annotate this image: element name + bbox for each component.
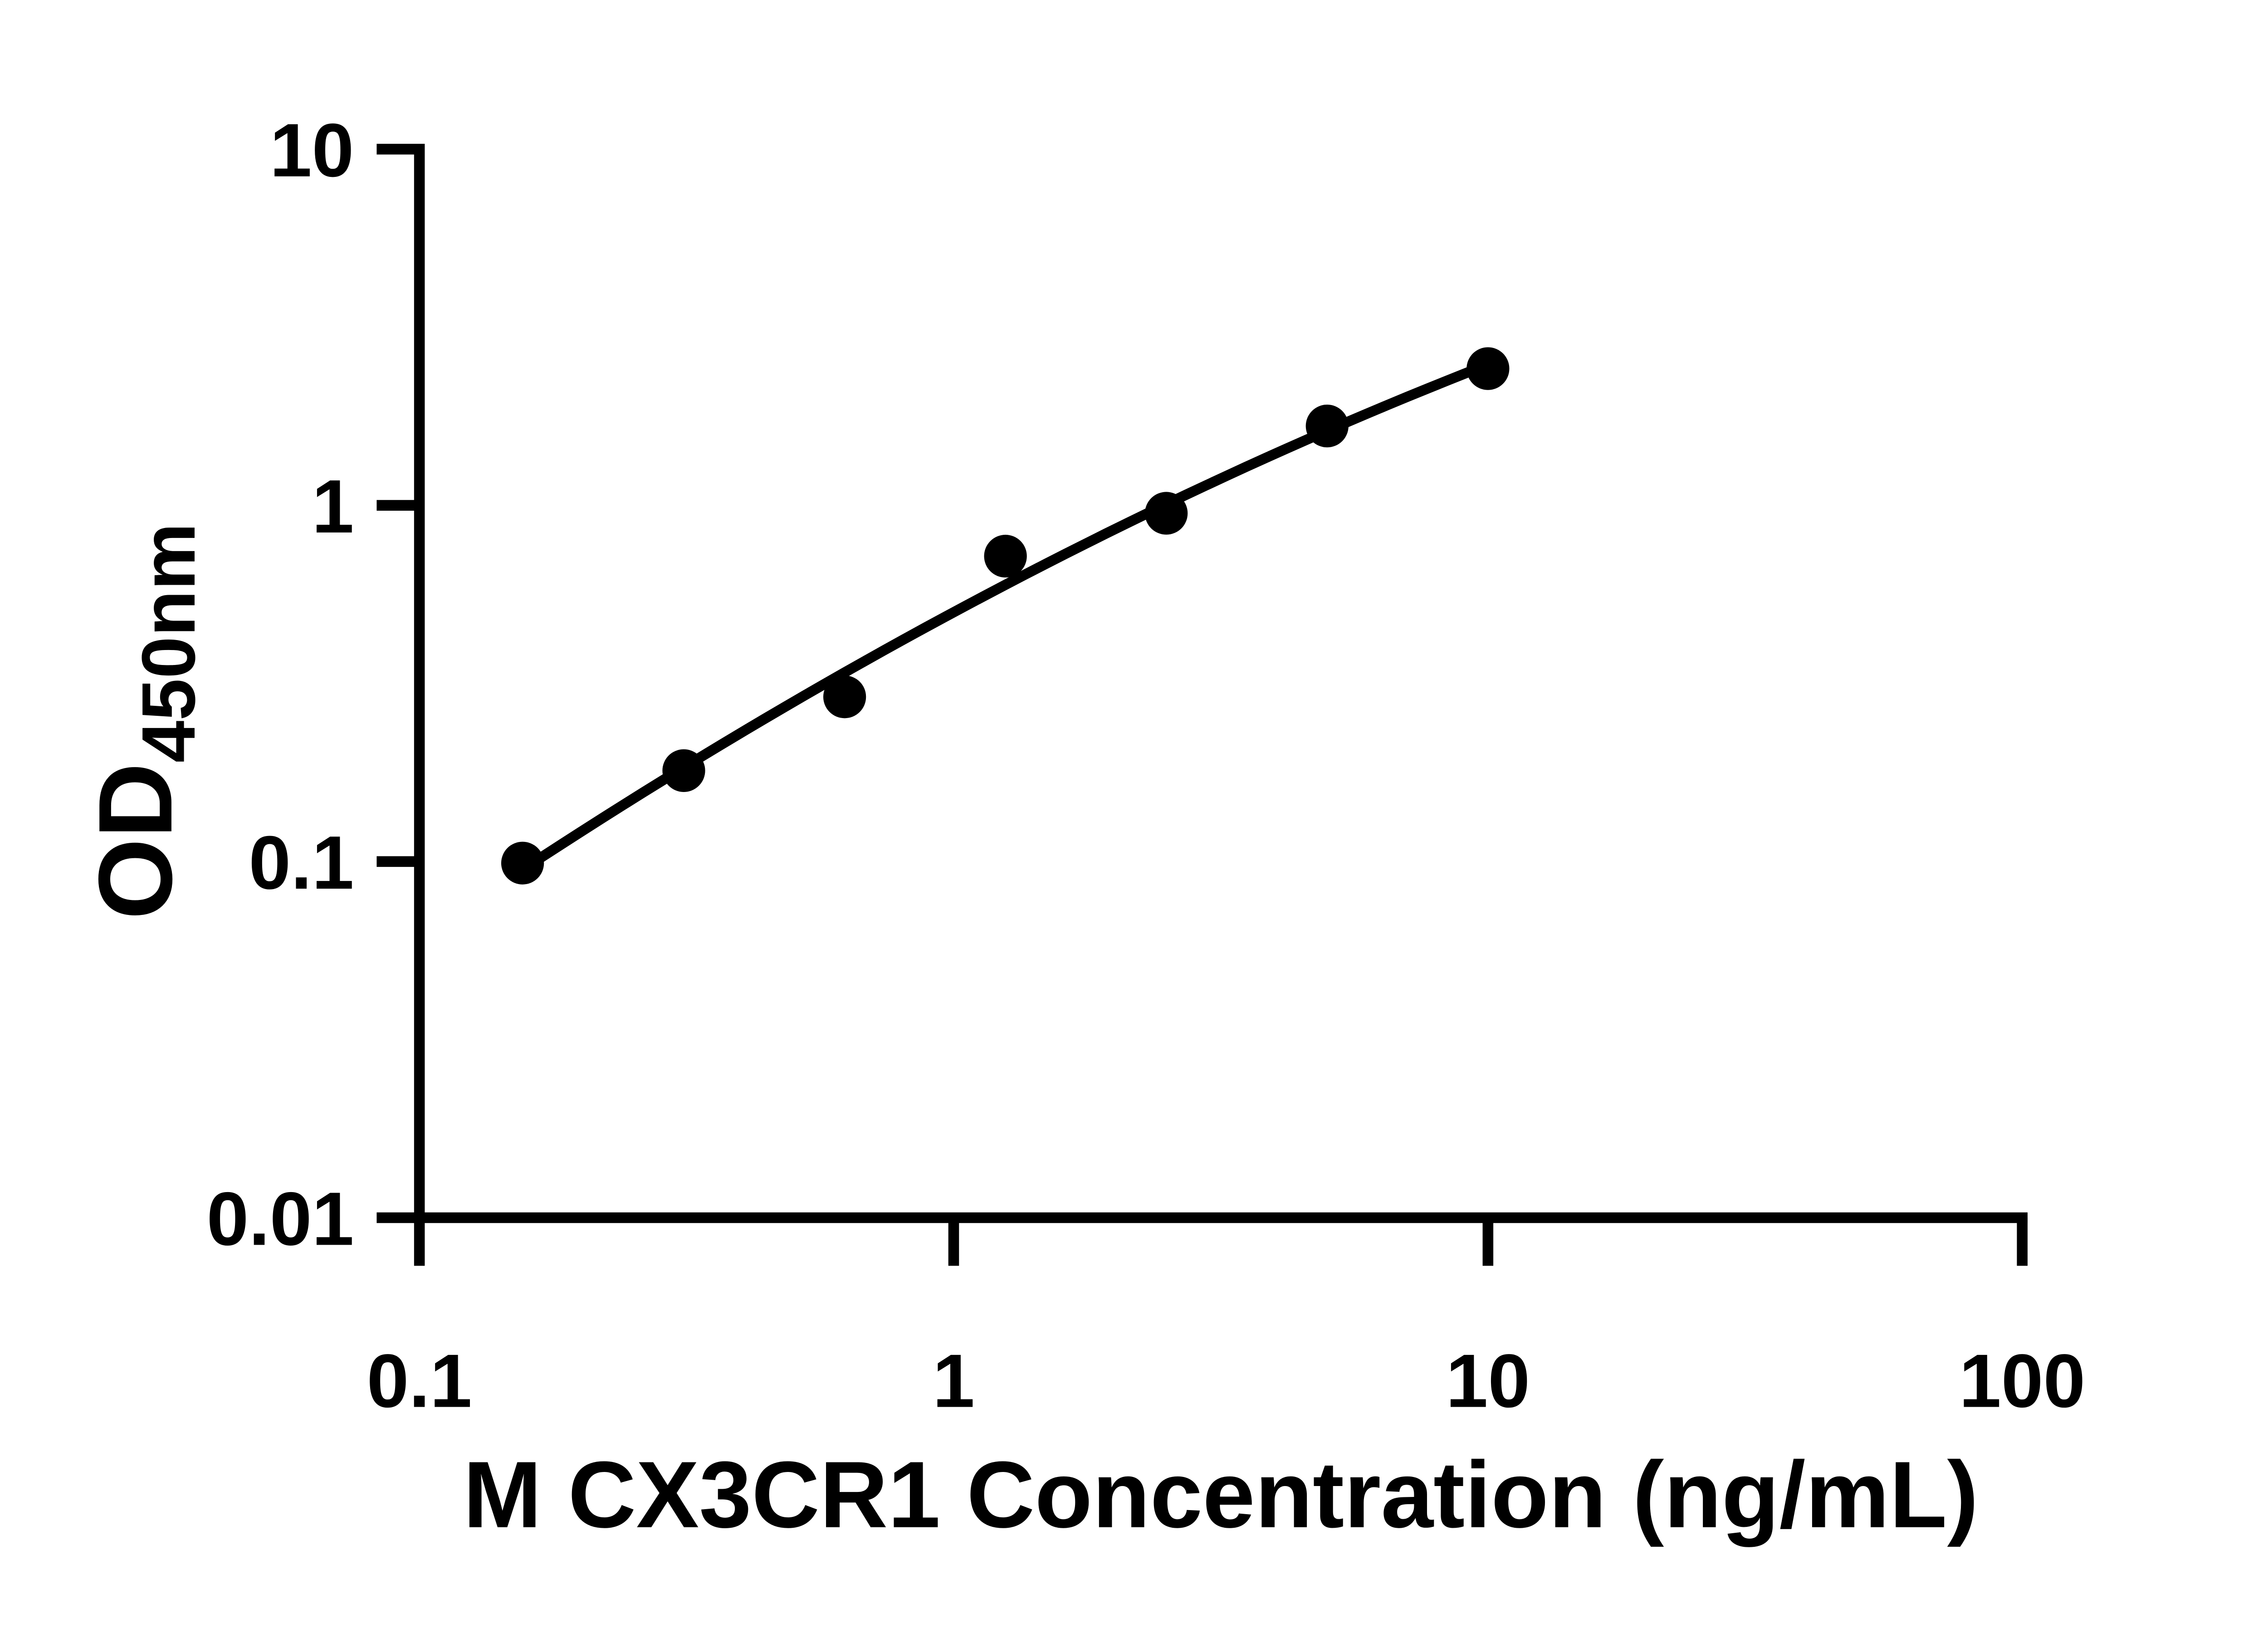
data-point xyxy=(662,749,705,792)
x-tick-label: 0.1 xyxy=(367,1339,472,1423)
y-tick-label: 0.01 xyxy=(207,1177,354,1261)
y-tick-label: 10 xyxy=(270,108,354,193)
x-tick-label: 100 xyxy=(1959,1339,2085,1423)
data-point xyxy=(1305,405,1349,448)
y-axis-title-text: OD450nm xyxy=(77,523,211,920)
x-axis-title: M CX3CR1 Concentration (ng/mL) xyxy=(463,1442,1979,1548)
data-point xyxy=(1145,492,1188,535)
fit-curve xyxy=(519,359,1490,874)
data-point xyxy=(984,534,1027,578)
x-tick-label: 1 xyxy=(933,1339,975,1423)
data-point xyxy=(501,841,544,885)
x-tick-label: 10 xyxy=(1446,1339,1530,1423)
y-axis-title: OD450nm xyxy=(77,523,211,920)
data-point xyxy=(1466,347,1510,390)
y-tick-label: 1 xyxy=(312,464,354,549)
y-tick-label: 0.1 xyxy=(249,821,354,905)
data-point xyxy=(823,675,866,719)
